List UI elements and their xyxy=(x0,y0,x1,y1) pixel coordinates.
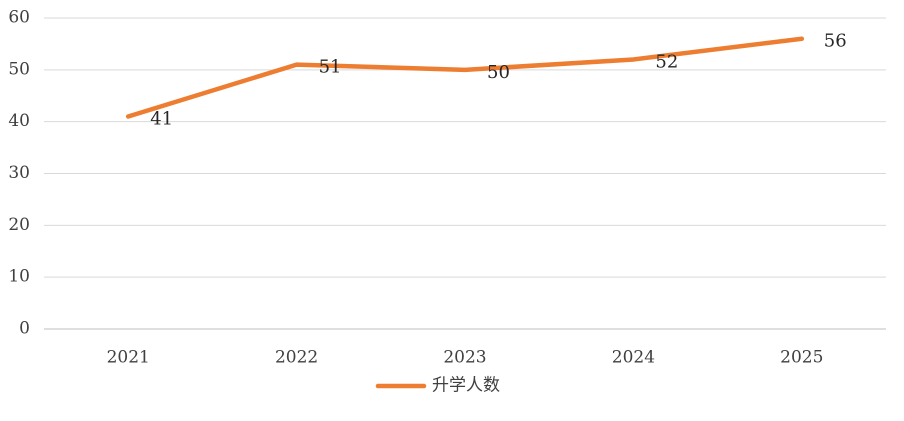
x-tick-label: 2022 xyxy=(275,348,318,368)
data-label: 56 xyxy=(824,31,847,52)
x-tick-label: 2021 xyxy=(107,348,150,368)
data-label: 51 xyxy=(319,57,342,78)
x-tick-label: 2023 xyxy=(443,348,486,368)
y-tick-label: 50 xyxy=(8,59,30,79)
data-label: 50 xyxy=(487,62,510,83)
y-tick-label: 20 xyxy=(8,215,30,235)
data-label: 41 xyxy=(150,108,173,129)
data-line xyxy=(125,36,805,119)
y-tick-label: 30 xyxy=(8,163,30,183)
y-tick-label: 0 xyxy=(19,319,30,339)
y-tick-label: 40 xyxy=(8,111,30,131)
x-tick-label: 2025 xyxy=(780,348,823,368)
legend-label: 升学人数 xyxy=(432,376,500,396)
data-label: 52 xyxy=(655,51,678,72)
y-tick-label: 10 xyxy=(8,267,30,287)
x-tick-label: 2024 xyxy=(612,348,655,368)
y-tick-label: 60 xyxy=(8,8,30,28)
